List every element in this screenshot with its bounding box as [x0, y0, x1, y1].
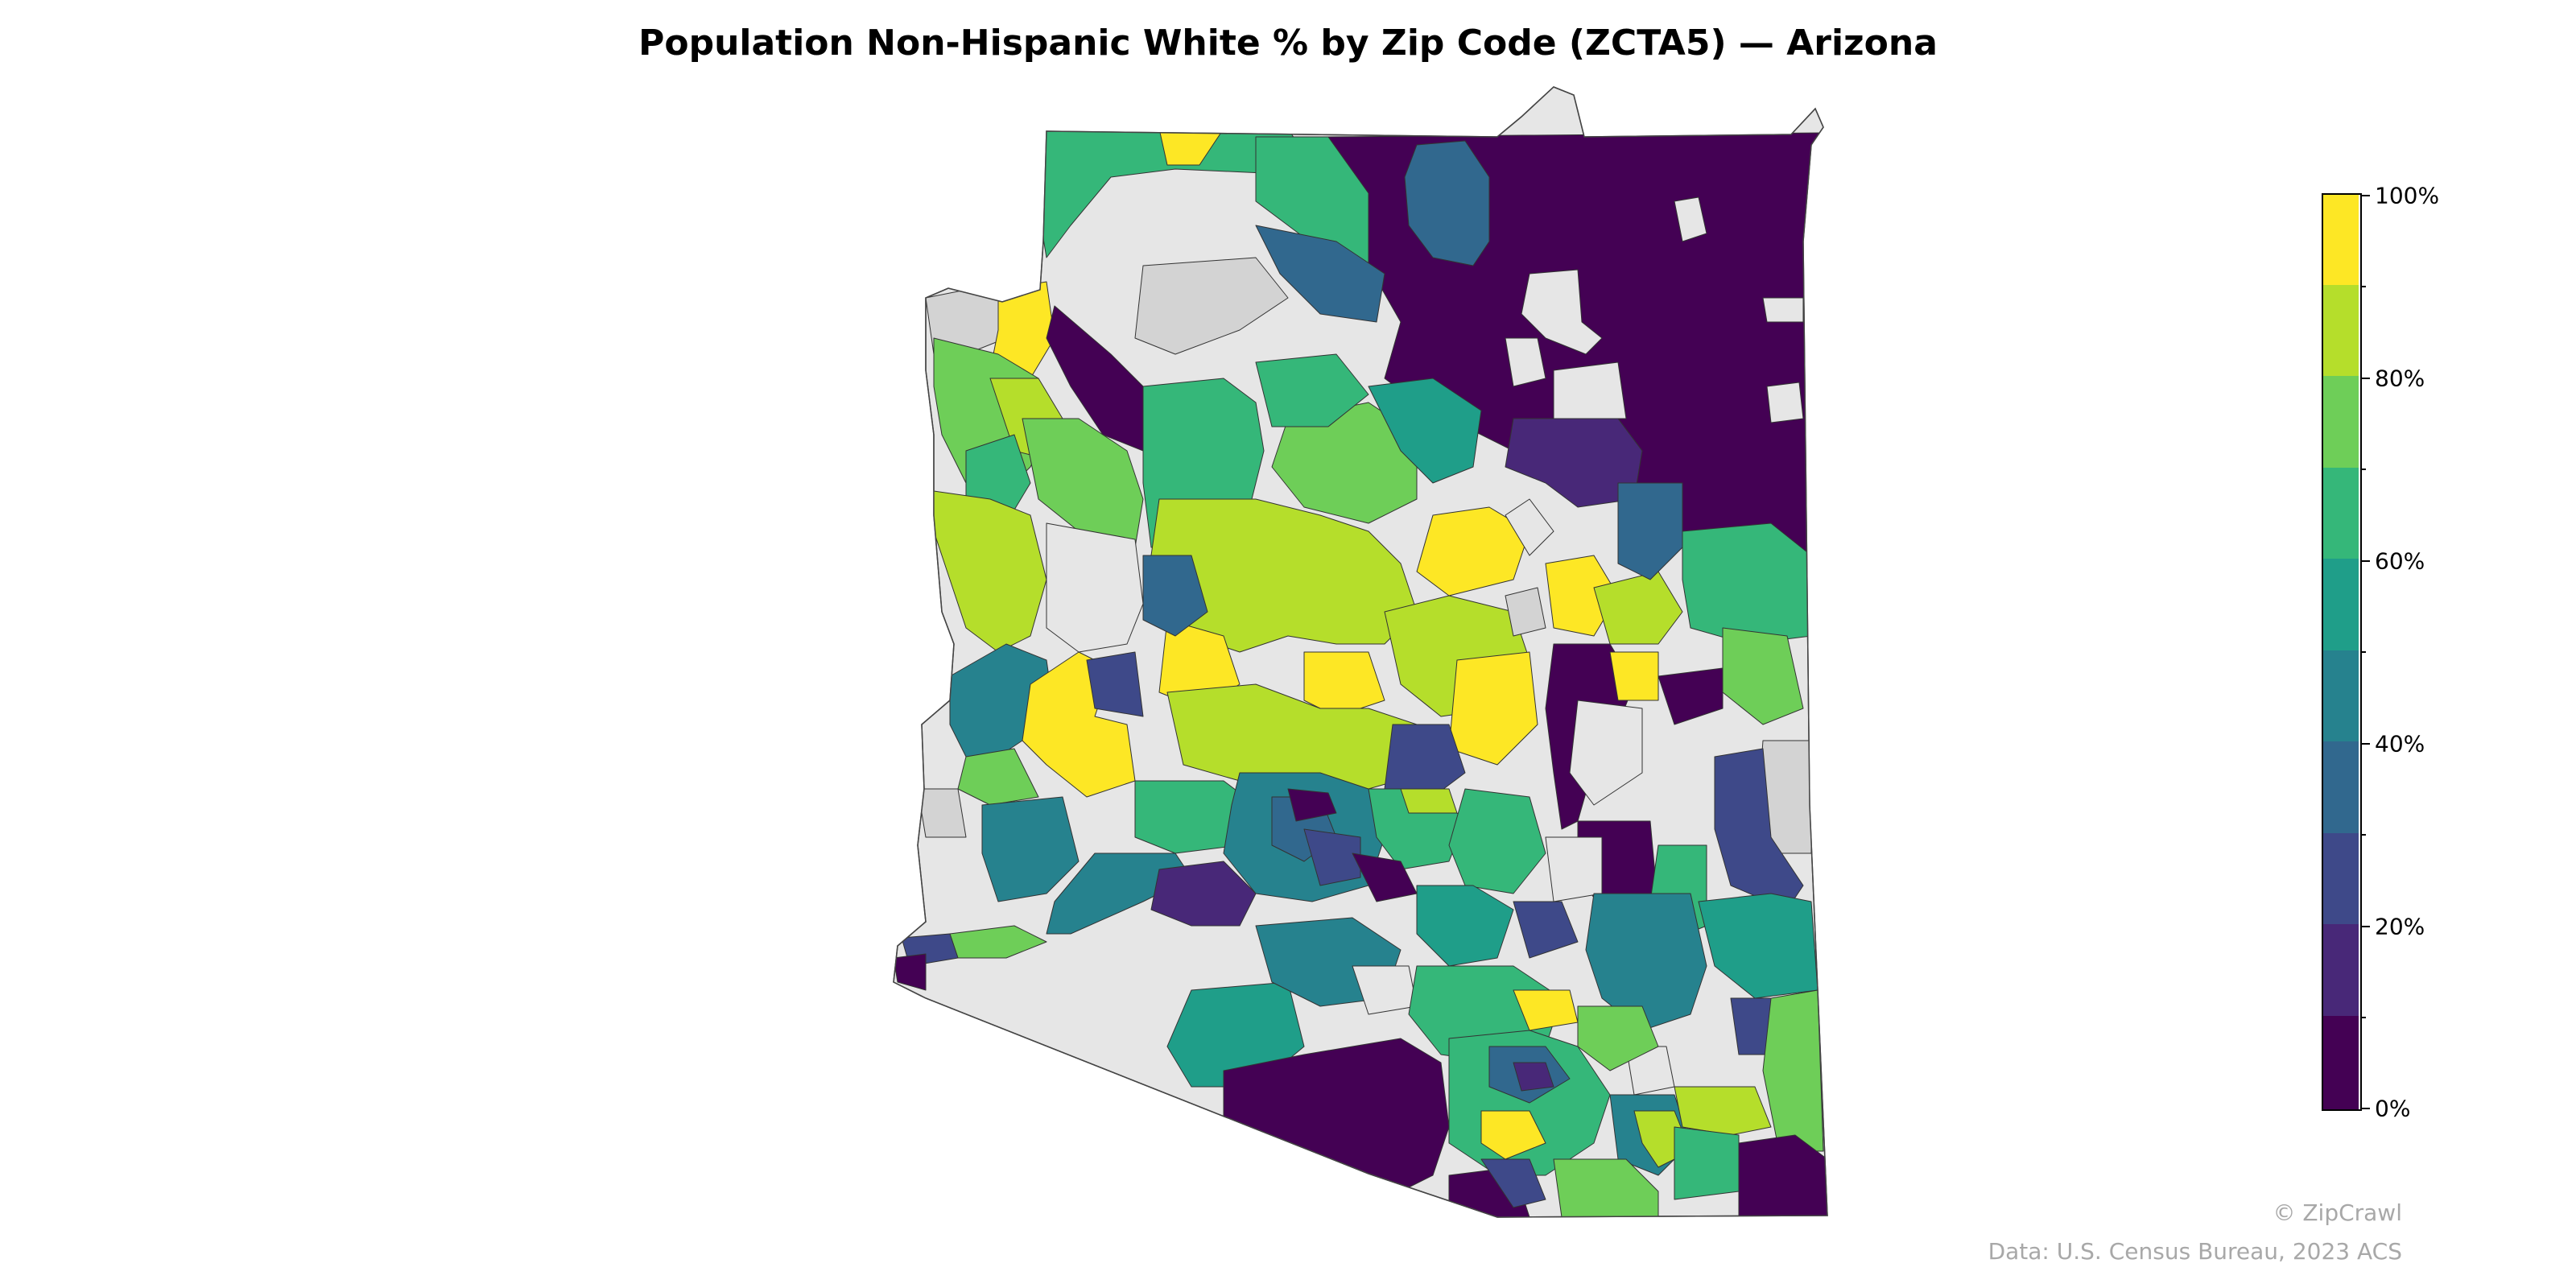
colorbar-minor-tick [2360, 834, 2366, 836]
colorbar-frame [2322, 193, 2362, 1111]
colorbar-tick-label: 60% [2375, 548, 2425, 575]
zip-region [1087, 652, 1143, 716]
colorbar-tick [2360, 378, 2370, 379]
data-source-credit: Data: U.S. Census Bureau, 2023 ACS [1988, 1238, 2402, 1265]
zip-region [1046, 523, 1143, 652]
colorbar [2322, 193, 2360, 1109]
colorbar-minor-tick [2360, 286, 2366, 287]
colorbar-tick-label: 0% [2375, 1096, 2410, 1122]
zip-region [1767, 382, 1803, 423]
colorbar-tick [2360, 1108, 2370, 1109]
colorbar-tick-label: 40% [2375, 731, 2425, 758]
zip-region [1682, 523, 1811, 644]
zip-region [1554, 362, 1626, 419]
zip-region [1674, 1127, 1739, 1199]
colorbar-tick [2360, 560, 2370, 562]
colorbar-tick-label: 20% [2375, 914, 2425, 940]
zip-region [1401, 789, 1457, 813]
colorbar-tick [2360, 743, 2370, 745]
colorbar-tick [2360, 926, 2370, 927]
colorbar-minor-tick [2360, 469, 2366, 470]
zip-region [1546, 837, 1602, 902]
colorbar-tick [2360, 195, 2370, 196]
brand-credit: © ZipCrawl [2273, 1199, 2402, 1226]
colorbar-tick-label: 100% [2375, 183, 2439, 209]
colorbar-minor-tick [2360, 1017, 2366, 1018]
zip-region [1674, 1087, 1771, 1135]
zip-region [918, 789, 966, 837]
colorbar-tick-label: 80% [2375, 365, 2425, 392]
zip-region [1763, 298, 1803, 322]
colorbar-minor-tick [2360, 651, 2366, 653]
zip-region [1610, 652, 1658, 700]
